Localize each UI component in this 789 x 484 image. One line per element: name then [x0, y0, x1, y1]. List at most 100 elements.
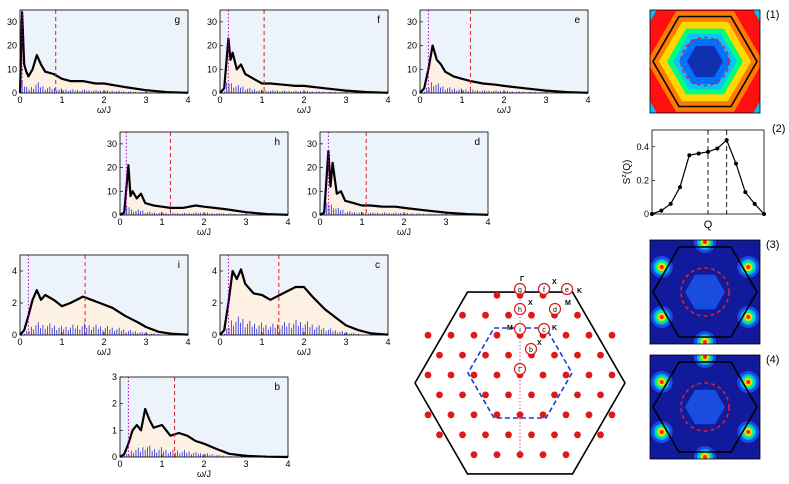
label-circle: [513, 362, 527, 376]
spectrum-curve: [19, 289, 189, 336]
lattice-label-X3: X: [537, 340, 542, 347]
lattice-point: [597, 351, 604, 359]
sq-point: [724, 138, 729, 143]
y-tick-label: 30: [107, 139, 117, 149]
lattice-point: [470, 411, 478, 419]
stick-spectrum: [121, 445, 259, 457]
hot-spot: [746, 430, 751, 434]
y-tick-label: 2: [12, 298, 17, 308]
spectrum-fill: [20, 12, 188, 93]
x-tick-label: 2: [401, 217, 406, 227]
bz-hexagon: [652, 15, 758, 108]
y-tick-label: 0: [12, 330, 17, 340]
lattice-point: [482, 431, 489, 439]
hot-spot: [659, 430, 664, 434]
hot-spot: [659, 315, 664, 319]
lattice-point: [493, 451, 501, 459]
lattice-point: [493, 371, 501, 379]
lattice-point: [424, 411, 432, 419]
contour-fill: [650, 240, 760, 344]
contour-band: [685, 274, 725, 310]
label-circle: [513, 322, 527, 336]
x-tick-label: 3: [343, 95, 348, 105]
x-axis-label: ω/J: [97, 105, 111, 115]
contour-map-2: (3): [649, 239, 779, 345]
sq-point: [743, 190, 748, 195]
spectrum-fill: [320, 151, 488, 215]
lattice-point: [608, 331, 616, 339]
sq-point: [706, 149, 710, 154]
sq-y-label: Sz(Q): [621, 160, 633, 185]
lattice-point: [424, 331, 432, 339]
panel-label: (2): [772, 123, 785, 135]
lattice-label-K1: K: [577, 288, 582, 295]
x-tick-label: 3: [143, 337, 148, 347]
contour-fill: [650, 10, 760, 113]
lattice-label-g: g: [518, 287, 522, 294]
lattice-label-X2: X: [528, 300, 533, 307]
y-tick-label: 10: [307, 186, 317, 196]
lattice-point: [470, 371, 478, 379]
y-tick-label: 0: [12, 88, 17, 98]
lattice-point: [574, 311, 581, 319]
lattice-label-K2: K: [552, 325, 557, 332]
x-tick-label: 1: [59, 95, 64, 105]
lattice-point: [505, 431, 512, 439]
lattice-label-d: d: [553, 307, 557, 314]
x-axis-label: ω/J: [197, 469, 211, 479]
y-tick-label: 30: [407, 17, 417, 27]
x-axis-label: ω/J: [197, 227, 211, 237]
x-tick-label: 0: [117, 217, 122, 227]
lattice-point: [562, 451, 570, 459]
sq-x-label: Q: [704, 219, 713, 231]
x-tick-label: 2: [201, 217, 206, 227]
lattice-point: [585, 411, 593, 419]
lattice-point: [436, 431, 443, 439]
spectrum-fill: [220, 269, 388, 335]
x-tick-label: 2: [301, 337, 306, 347]
map-frame: [649, 354, 761, 460]
contour-band: [687, 45, 723, 78]
x-tick-label: 0: [317, 217, 322, 227]
lattice-point: [459, 431, 466, 439]
bz-hexagon: [652, 361, 758, 453]
lattice-point: [436, 351, 443, 359]
contour-map-3: (4): [649, 354, 779, 460]
stick-spectrum: [21, 80, 159, 93]
lattice-point: [493, 331, 501, 339]
y-tick-label: 10: [207, 64, 217, 74]
panel-label: (1): [766, 9, 779, 21]
spectrum-curve: [119, 164, 289, 216]
sq-y-label-rest: (Q): [622, 160, 633, 174]
x-axis-label: ω/J: [497, 105, 511, 115]
hot-spot: [659, 265, 664, 269]
y-tick-label: 20: [107, 163, 117, 173]
lattice-point: [493, 411, 501, 419]
lattice-label-i: i: [519, 327, 521, 334]
panel-label: g: [174, 15, 180, 26]
lattice-point: [528, 431, 535, 439]
spectrum-curve: [219, 268, 389, 336]
lattice-point: [505, 351, 512, 359]
lattice-point: [516, 451, 524, 459]
sq-point: [678, 185, 682, 190]
lattice-label-M2: M: [507, 325, 513, 332]
x-tick-label: 4: [585, 95, 590, 105]
lattice-label-f: f: [543, 287, 545, 294]
x-tick-label: 3: [543, 95, 548, 105]
contour-fill: [650, 355, 760, 459]
lattice-point: [608, 371, 616, 379]
lattice-label-c: c: [542, 327, 546, 334]
dashed-circle: [680, 267, 730, 317]
sq-y-label-sup: z: [621, 174, 628, 178]
x-tick-label: 1: [259, 337, 264, 347]
x-tick-label: 0: [17, 95, 22, 105]
panel-label: h: [274, 137, 280, 148]
y-tick-label: 4: [212, 266, 217, 276]
y-tick-label: 30: [307, 139, 317, 149]
lattice-label-h: h: [518, 307, 522, 314]
sq-point: [752, 201, 757, 206]
hot-spot: [703, 240, 707, 244]
lattice-point: [551, 431, 558, 439]
